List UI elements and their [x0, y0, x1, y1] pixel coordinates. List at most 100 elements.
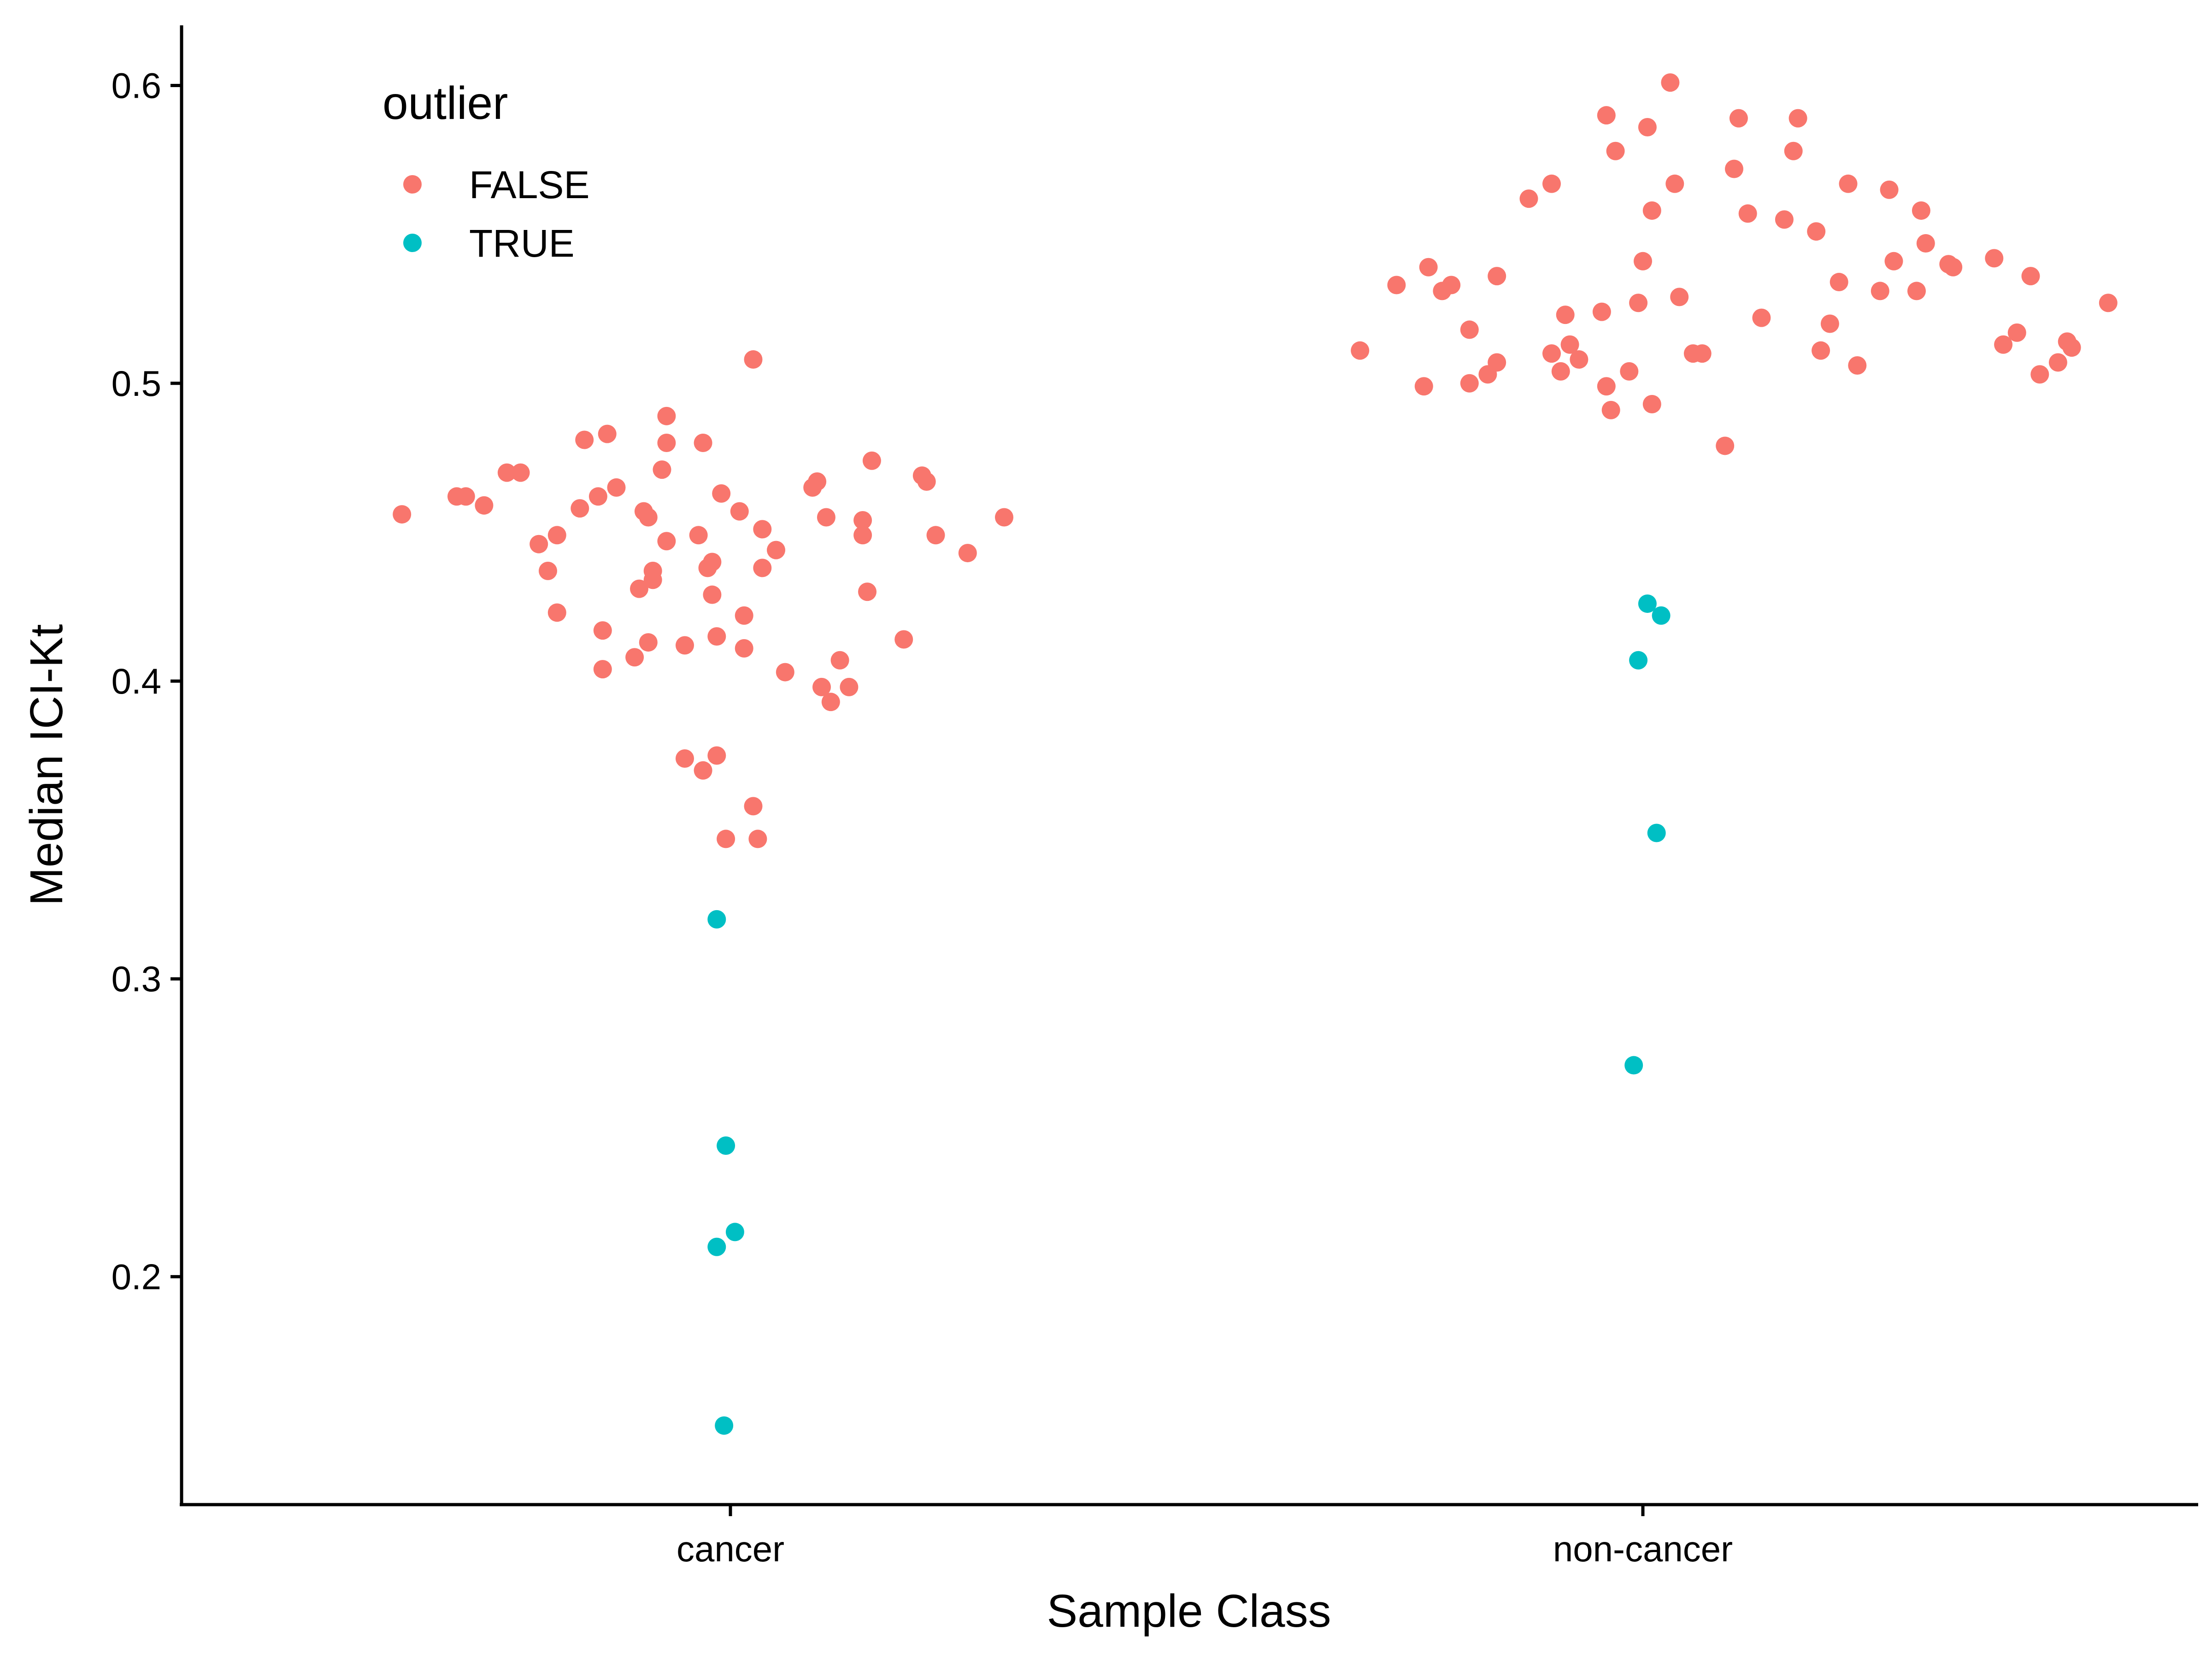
data-point-false [2099, 294, 2118, 312]
data-point-false [1788, 109, 1807, 128]
data-point-false [817, 508, 835, 527]
data-point-false [958, 544, 977, 563]
data-point-false [808, 472, 827, 491]
data-point-false [1820, 314, 1839, 333]
data-point-false [1519, 189, 1538, 208]
data-point-false [1551, 362, 1570, 381]
data-point-false [776, 663, 794, 682]
data-point-false [547, 526, 566, 545]
data-point-false [735, 606, 753, 625]
data-point-false [1839, 174, 1858, 193]
data-point-false [2062, 338, 2081, 357]
data-point-false [643, 571, 662, 589]
data-point-false [748, 830, 767, 848]
data-point-false [1784, 141, 1803, 160]
data-point-false [393, 505, 412, 524]
data-point-false [894, 630, 913, 649]
data-point-false [676, 749, 694, 768]
data-point-false [1907, 282, 1926, 300]
data-point-false [1752, 308, 1771, 327]
data-point-false [1592, 302, 1611, 321]
data-point-false [475, 496, 494, 515]
data-point-true [707, 910, 726, 929]
data-point-false [1912, 201, 1930, 220]
data-point-false [707, 746, 726, 765]
data-point-false [1620, 362, 1639, 381]
data-point-false [1642, 201, 1661, 220]
data-point-false [657, 433, 676, 452]
data-point-false [630, 579, 648, 598]
data-point-false [1665, 174, 1684, 193]
data-point-true [1638, 594, 1657, 613]
data-point-false [571, 499, 589, 518]
data-points [393, 73, 2118, 1435]
data-point-false [1638, 118, 1657, 137]
data-point-false [1880, 180, 1899, 199]
data-point-false [2021, 267, 2040, 286]
data-point-false [607, 478, 626, 497]
data-point-false [657, 532, 676, 551]
data-point-false [456, 487, 475, 506]
data-point-false [717, 830, 735, 848]
data-point-false [995, 508, 1013, 527]
data-point-false [1661, 73, 1680, 92]
data-point-false [1488, 267, 1506, 286]
y-tick-label: 0.3 [112, 959, 161, 999]
data-point-false [712, 484, 731, 503]
legend: outlier FALSE TRUE [382, 77, 589, 265]
data-point-true [715, 1416, 734, 1435]
data-point-true [1624, 1056, 1643, 1075]
data-point-false [1871, 282, 1889, 300]
data-point-false [1884, 252, 1903, 271]
data-point-false [703, 585, 722, 604]
data-point-false [1556, 306, 1575, 324]
data-point-false [853, 526, 872, 545]
y-tick-label: 0.5 [112, 363, 161, 404]
data-point-false [1693, 344, 1712, 363]
x-tick-label: non-cancer [1553, 1529, 1733, 1569]
data-point-false [639, 633, 658, 652]
data-point-false [598, 424, 617, 443]
data-point-false [1542, 344, 1561, 363]
legend-title: outlier [382, 77, 508, 129]
data-point-false [1542, 174, 1561, 193]
data-point-false [703, 553, 722, 571]
data-point-false [744, 797, 763, 816]
data-point-false [1387, 276, 1406, 294]
data-point-false [1729, 109, 1748, 128]
data-point-false [853, 511, 872, 530]
data-point-true [717, 1136, 735, 1155]
data-point-false [735, 639, 753, 658]
data-point-true [1652, 606, 1671, 625]
data-point-false [625, 648, 644, 667]
data-point-false [653, 460, 671, 479]
data-point-false [588, 487, 607, 506]
data-point-false [812, 677, 831, 696]
data-point-false [1738, 204, 1757, 223]
x-axis-title: Sample Class [1047, 1585, 1331, 1637]
y-axis-ticks: 0.2 0.3 0.4 0.5 0.6 [112, 65, 182, 1297]
legend-key-false [403, 175, 422, 194]
data-point-false [862, 451, 881, 470]
data-point-false [1442, 276, 1461, 294]
data-point-false [639, 508, 658, 527]
data-point-false [694, 761, 712, 780]
data-point-false [1570, 350, 1588, 369]
data-point-true [1647, 824, 1666, 842]
data-point-false [1460, 374, 1479, 393]
data-point-false [1419, 258, 1438, 276]
data-point-false [753, 559, 772, 577]
data-point-false [1629, 294, 1648, 312]
data-point-false [1775, 210, 1794, 229]
data-point-false [593, 621, 612, 640]
x-axis-ticks: cancer non-cancer [677, 1505, 1733, 1569]
data-point-false [1414, 377, 1433, 396]
data-point-false [1716, 436, 1735, 455]
y-tick-label: 0.6 [112, 65, 161, 106]
data-point-false [1606, 141, 1625, 160]
y-tick-label: 0.2 [112, 1256, 161, 1297]
data-point-false [1830, 273, 1848, 292]
data-point-false [1944, 258, 1963, 276]
data-point-false [1560, 335, 1579, 354]
data-point-false [1670, 288, 1689, 306]
